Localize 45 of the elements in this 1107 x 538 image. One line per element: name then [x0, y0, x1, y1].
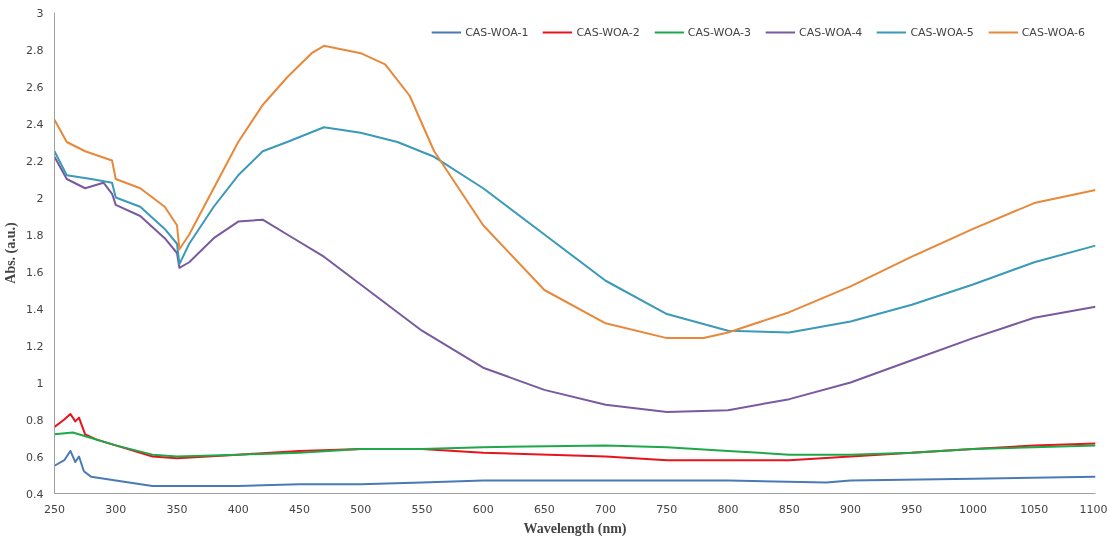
- line-series: [54, 155, 1096, 414]
- y-tick-label: 3: [36, 6, 44, 20]
- x-tick-label: 1100: [1079, 502, 1107, 516]
- y-axis-title: Abs. (a.u.): [3, 221, 20, 284]
- y-tick-label: 1.8: [26, 228, 44, 242]
- x-tick-label: 450: [288, 502, 310, 516]
- legend-label: CAS-WOA-4: [799, 25, 863, 39]
- y-tick-label: 2: [36, 191, 44, 205]
- x-tick-label: 850: [778, 502, 800, 516]
- x-tick-label: 700: [595, 502, 617, 516]
- line-series: [54, 449, 1096, 488]
- x-tick-label: 250: [44, 502, 65, 516]
- x-tick-label: 950: [901, 502, 923, 516]
- legend-label: CAS-WOA-6: [1021, 25, 1085, 39]
- line-series: [54, 126, 1096, 334]
- x-tick-label: 1000: [959, 502, 988, 516]
- x-tick-label: 400: [227, 502, 249, 516]
- legend-label: CAS-WOA-2: [576, 25, 640, 39]
- y-tick-label: 2.6: [26, 80, 44, 94]
- line-series: [54, 44, 1096, 340]
- legend-label: CAS-WOA-5: [910, 25, 974, 39]
- y-tick-label: 1: [36, 376, 44, 390]
- y-tick-label: 0.4: [26, 487, 44, 501]
- legend-label: CAS-WOA-1: [465, 25, 529, 39]
- x-tick-label: 1050: [1020, 502, 1049, 516]
- y-tick-label: 2.4: [26, 117, 44, 131]
- line-series: [54, 431, 1096, 458]
- y-tick-label: 0.6: [26, 450, 44, 464]
- x-tick-label: 300: [105, 502, 127, 516]
- x-tick-label: 500: [350, 502, 372, 516]
- x-tick-label: 750: [656, 502, 678, 516]
- x-tick-label: 900: [840, 502, 862, 516]
- x-axis-title: Wavelength (nm): [523, 520, 627, 537]
- x-tick-label: 550: [411, 502, 433, 516]
- x-tick-label: 800: [717, 502, 739, 516]
- y-tick-label: 2.2: [26, 154, 44, 168]
- y-tick-label: 1.4: [26, 302, 44, 316]
- x-tick-label: 350: [166, 502, 188, 516]
- x-tick-label: 650: [533, 502, 555, 516]
- y-tick-label: 2.8: [26, 43, 44, 57]
- y-tick-label: 1.2: [26, 339, 44, 353]
- y-tick-label: 0.8: [26, 413, 44, 427]
- y-tick-label: 1.6: [26, 265, 44, 279]
- x-tick-label: 600: [472, 502, 494, 516]
- legend-label: CAS-WOA-3: [687, 25, 752, 39]
